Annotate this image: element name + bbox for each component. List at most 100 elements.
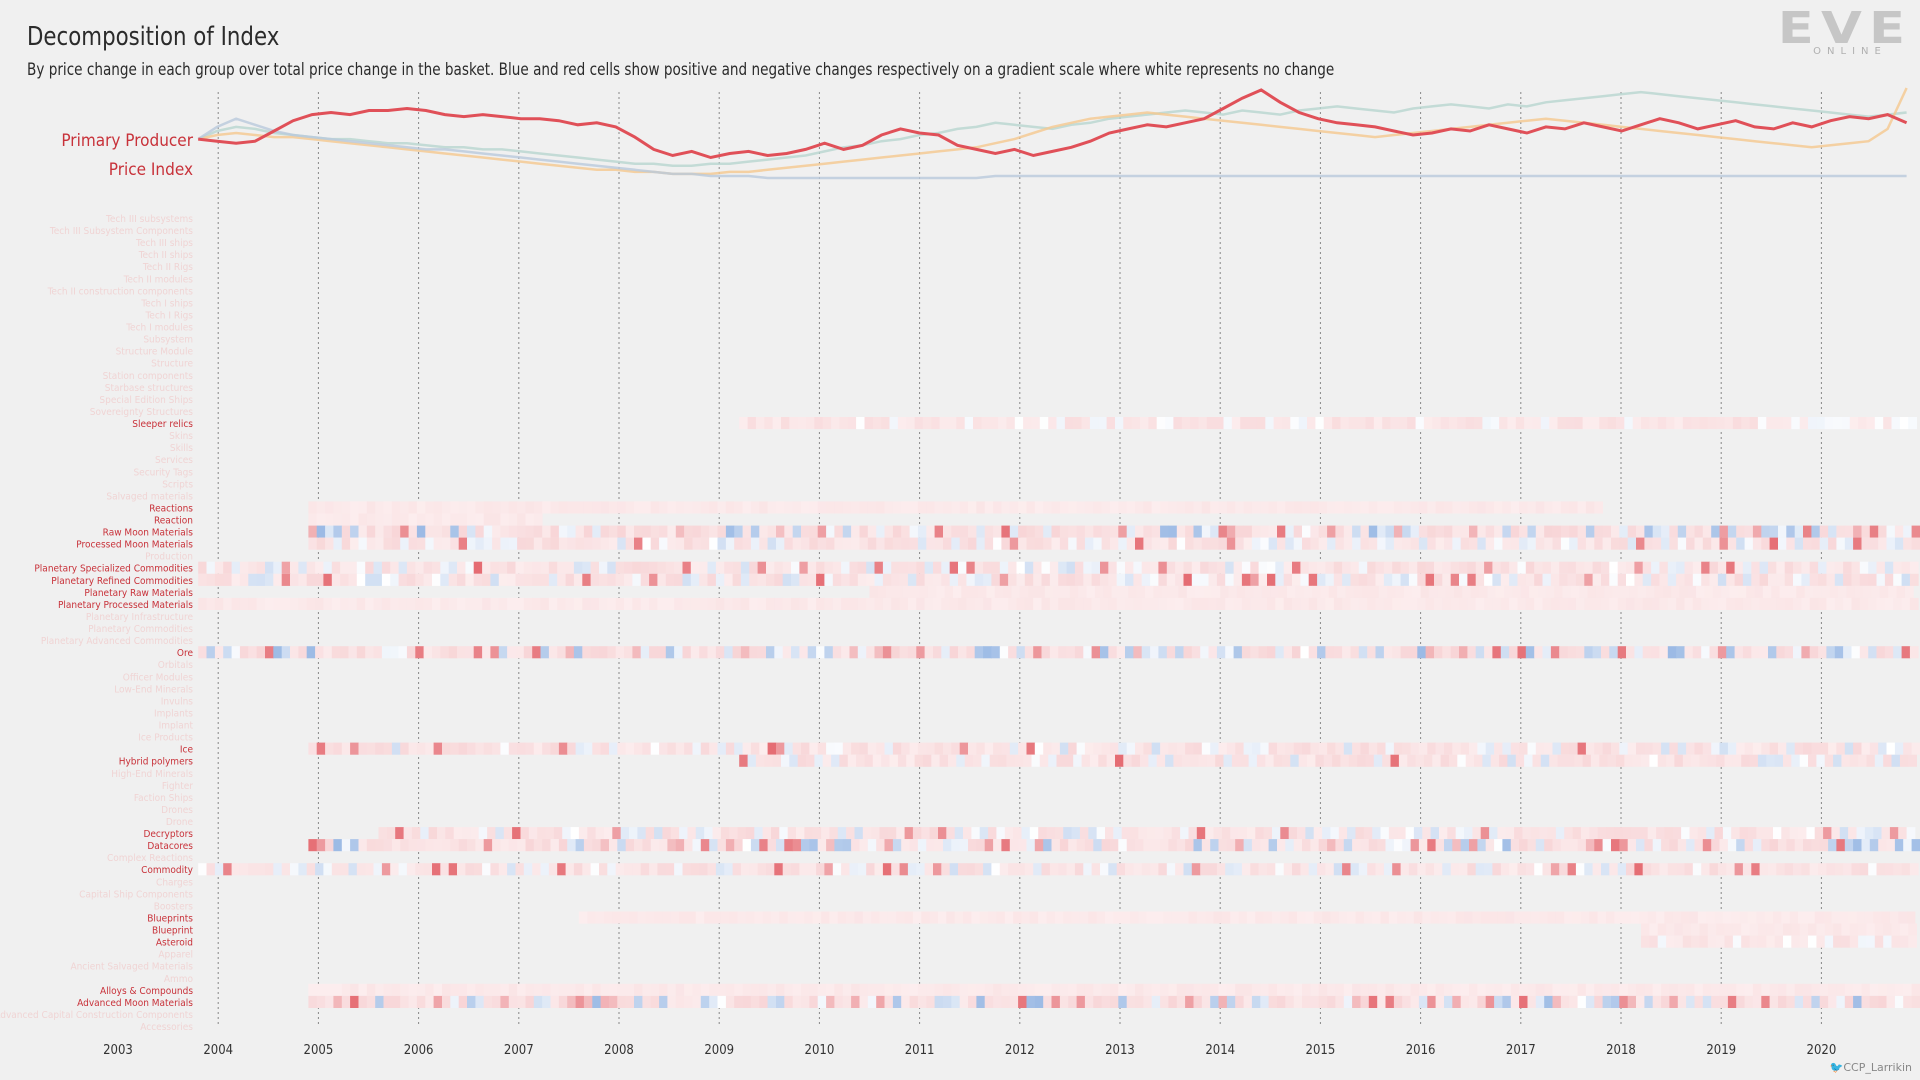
heatmap-cell <box>1225 646 1234 659</box>
row-label: Production <box>145 552 193 563</box>
heatmap-cell <box>1724 417 1734 430</box>
heatmap-cell <box>766 646 775 659</box>
heatmap-cell <box>1305 911 1315 924</box>
row-label: Planetary Commodities <box>88 624 193 635</box>
heatmap-cell <box>1043 525 1052 538</box>
heatmap-cell <box>1656 827 1665 840</box>
heatmap-cell <box>432 597 441 610</box>
heatmap-cell <box>550 983 560 996</box>
heatmap-cell <box>440 597 450 610</box>
heatmap-cell <box>1241 573 1251 586</box>
heatmap-cell <box>1484 573 1493 586</box>
heatmap-cell <box>1791 417 1801 430</box>
heatmap-cell <box>1729 585 1739 598</box>
heatmap-cell <box>1669 525 1679 538</box>
heatmap-cell <box>1168 537 1178 550</box>
heatmap-cell <box>609 742 618 755</box>
heatmap-cell <box>1754 585 1764 598</box>
heatmap-cell <box>1773 911 1782 924</box>
heatmap-cell <box>1365 754 1375 767</box>
heatmap-cell <box>1828 537 1837 550</box>
heatmap-cell <box>1116 561 1126 574</box>
heatmap-cell <box>1884 863 1894 876</box>
heatmap-cell <box>273 561 283 574</box>
heatmap-cell <box>1176 742 1186 755</box>
heatmap-cell <box>1899 923 1909 936</box>
heatmap-cell <box>323 863 333 876</box>
heatmap-cell <box>984 501 994 514</box>
heatmap-cell <box>1752 525 1762 538</box>
heatmap-cell <box>567 501 576 514</box>
heatmap-cell <box>1325 597 1335 610</box>
heatmap-cell <box>1580 827 1590 840</box>
heatmap-cell <box>759 995 769 1008</box>
heatmap-cell <box>1393 501 1403 514</box>
heatmap-cell <box>1180 827 1189 840</box>
heatmap-cell <box>1602 839 1612 852</box>
heatmap-cell <box>542 501 551 514</box>
heatmap-cell <box>1367 597 1376 610</box>
heatmap-cell <box>315 561 324 574</box>
heatmap-cell <box>684 995 693 1008</box>
heatmap-cell <box>754 827 764 840</box>
heatmap-cell <box>632 597 642 610</box>
heatmap-cell <box>1631 827 1640 840</box>
heatmap-cell <box>323 646 333 659</box>
heatmap-cell <box>508 513 518 526</box>
heatmap-cell <box>1818 863 1827 876</box>
heatmap-cell <box>1218 839 1228 852</box>
heatmap-cell <box>1642 863 1652 876</box>
heatmap-cell <box>1260 742 1270 755</box>
heatmap-cell <box>909 537 919 550</box>
heatmap-cell <box>801 839 810 852</box>
heatmap-cell <box>817 537 827 550</box>
heatmap-cell <box>837 827 847 840</box>
heatmap-cell <box>425 995 435 1008</box>
heatmap-cell <box>1617 561 1627 574</box>
row-label: Advanced Capital Construction Components <box>0 1010 193 1021</box>
heatmap-cell <box>1313 911 1323 924</box>
heatmap-cell <box>789 754 799 767</box>
heatmap-cell <box>1732 754 1742 767</box>
heatmap-cell <box>1462 585 1472 598</box>
heatmap-cell <box>1093 501 1103 514</box>
heatmap-cell <box>1452 742 1462 755</box>
heatmap-cell <box>1614 911 1624 924</box>
heatmap-cell <box>801 983 810 996</box>
heatmap-cell <box>624 597 633 610</box>
heatmap-cell <box>1377 995 1386 1008</box>
heatmap-cell <box>1091 646 1101 659</box>
heatmap-cell <box>792 983 802 996</box>
heatmap-cell <box>899 863 909 876</box>
heatmap-cell <box>1110 742 1119 755</box>
heatmap-cell <box>926 501 936 514</box>
heatmap-cell <box>1746 585 1755 598</box>
heatmap-cell <box>1654 585 1664 598</box>
heatmap-cell <box>1843 863 1852 876</box>
heatmap-cell <box>978 585 987 598</box>
heatmap-cell <box>1550 561 1560 574</box>
eve-logo: EVE <box>1777 3 1913 54</box>
heatmap-cell <box>1427 983 1437 996</box>
heatmap-cell <box>1215 754 1224 767</box>
heatmap-cell <box>1263 827 1273 840</box>
row-label: Ice Products <box>138 733 193 744</box>
heatmap-cell <box>609 525 618 538</box>
heatmap-cell <box>432 573 441 586</box>
heatmap-cell <box>1200 597 1209 610</box>
heatmap-cell <box>1719 525 1729 538</box>
heatmap-cell <box>999 597 1009 610</box>
heatmap-cell <box>1235 501 1244 514</box>
heatmap-cell <box>1183 646 1193 659</box>
heatmap-cell <box>1652 839 1662 852</box>
heatmap-cell <box>939 417 949 430</box>
row-label: Scripts <box>162 479 193 490</box>
heatmap-cell <box>695 827 705 840</box>
heatmap-cell <box>806 754 815 767</box>
heatmap-cell <box>558 995 568 1008</box>
heatmap-cell <box>356 863 366 876</box>
heatmap-cell <box>971 911 981 924</box>
heatmap-row <box>308 513 543 526</box>
heatmap-cell <box>1592 561 1602 574</box>
heatmap-cell <box>1377 839 1386 852</box>
